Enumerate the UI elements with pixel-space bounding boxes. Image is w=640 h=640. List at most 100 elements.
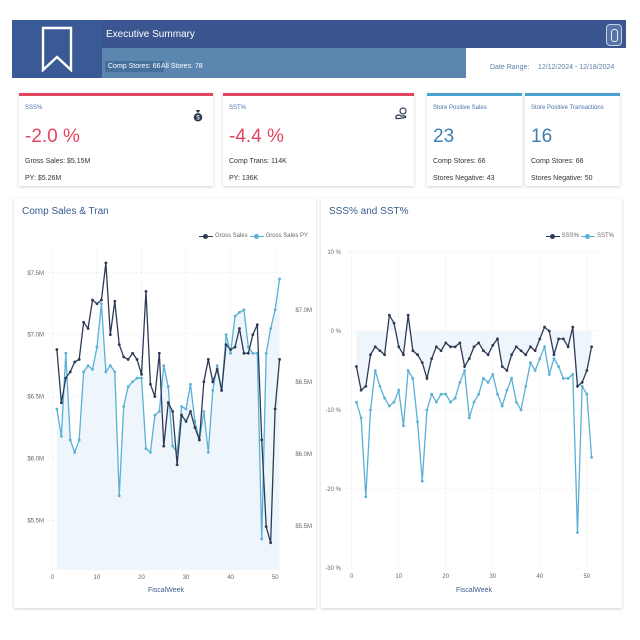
data-point bbox=[439, 349, 443, 353]
data-point bbox=[566, 345, 570, 349]
legend-label: Gross Sales bbox=[214, 233, 248, 239]
kpi-detail-2: Stores Negative: 50 bbox=[531, 175, 593, 182]
data-point bbox=[444, 392, 448, 396]
y-tick-label: 10 % bbox=[327, 250, 341, 256]
data-point bbox=[463, 365, 466, 368]
data-point bbox=[402, 424, 405, 428]
data-point bbox=[529, 345, 532, 349]
data-point bbox=[543, 325, 546, 329]
series-area bbox=[356, 315, 592, 391]
data-point bbox=[193, 419, 197, 423]
data-point bbox=[171, 444, 175, 448]
data-point bbox=[500, 365, 504, 368]
y2-tick-label: $5.5M bbox=[295, 524, 312, 530]
data-point bbox=[505, 369, 509, 372]
data-point bbox=[392, 321, 396, 325]
data-point bbox=[547, 373, 551, 376]
data-point bbox=[491, 343, 495, 347]
all-stores-filter[interactable]: All Stores: 78 bbox=[161, 63, 203, 70]
data-point bbox=[251, 351, 255, 355]
data-point bbox=[229, 348, 232, 351]
data-point bbox=[387, 404, 391, 408]
comp-stores-filter[interactable]: Comp Stores: 66 bbox=[105, 61, 164, 72]
y-tick-label: $5.5M bbox=[27, 518, 44, 524]
x-tick-label: 20 bbox=[138, 575, 145, 581]
data-point bbox=[514, 345, 518, 349]
y-tick-label: -20 % bbox=[325, 487, 341, 493]
kpi-name: Store Positive Sales bbox=[433, 105, 487, 111]
data-point bbox=[55, 407, 59, 411]
data-point bbox=[482, 349, 485, 353]
data-point bbox=[482, 377, 485, 380]
y2-tick-label: $6.5M bbox=[295, 380, 312, 386]
data-point bbox=[184, 419, 188, 423]
data-point bbox=[364, 495, 368, 499]
data-point bbox=[411, 377, 415, 380]
y-tick-label: $7.5M bbox=[27, 271, 44, 277]
data-point bbox=[117, 343, 121, 346]
data-point bbox=[77, 358, 81, 361]
data-point bbox=[202, 410, 206, 413]
data-point bbox=[251, 333, 255, 337]
data-point bbox=[411, 349, 415, 353]
data-point bbox=[180, 405, 183, 408]
data-point bbox=[233, 345, 237, 349]
data-point bbox=[472, 400, 476, 404]
kpi-card-positive-sales: Store Positive Sales 23 Comp Stores: 66 … bbox=[427, 93, 522, 186]
data-point bbox=[144, 447, 148, 451]
data-point bbox=[369, 353, 372, 357]
data-point bbox=[86, 327, 90, 330]
kpi-name: SST% bbox=[229, 105, 247, 111]
kpi-card-sst: SST% -4.4 % Comp Trans: 114K PY: 136K bbox=[223, 93, 414, 186]
kpi-card-sss: SSS% $ -2.0 % Gross Sales: $5.15M PY: $5… bbox=[19, 93, 213, 186]
data-point bbox=[64, 351, 68, 355]
data-point bbox=[416, 353, 419, 357]
data-point bbox=[519, 408, 523, 412]
data-point bbox=[538, 337, 542, 341]
data-point bbox=[557, 365, 561, 368]
data-point bbox=[220, 389, 224, 392]
user-menu-icon[interactable] bbox=[606, 24, 622, 46]
data-point bbox=[472, 345, 476, 349]
data-point bbox=[477, 341, 481, 345]
data-point bbox=[425, 377, 429, 380]
kpi-detail-1: Comp Trans: 114K bbox=[229, 158, 287, 165]
data-point bbox=[68, 438, 72, 442]
money-bag-icon: $ bbox=[193, 110, 203, 122]
data-point bbox=[430, 392, 434, 396]
data-point bbox=[397, 388, 401, 392]
kpi-card-positive-transactions: Store Positive Transactions 16 Comp Stor… bbox=[525, 93, 620, 186]
data-point bbox=[189, 410, 192, 413]
data-point bbox=[238, 311, 241, 314]
data-point bbox=[561, 337, 565, 341]
data-point bbox=[171, 410, 175, 413]
data-point bbox=[215, 367, 219, 371]
data-point bbox=[359, 416, 363, 420]
data-point bbox=[255, 323, 259, 327]
data-point bbox=[533, 369, 537, 372]
data-point bbox=[144, 289, 148, 293]
y-tick-label: 0 % bbox=[331, 329, 342, 335]
data-point bbox=[278, 277, 281, 281]
data-point bbox=[162, 444, 166, 448]
data-point bbox=[238, 327, 241, 330]
comp-sales-chart: $5.5M $6.0M $6.5M $7.0M $7.5M $5.5M $6.0M $6.5M… bbox=[27, 248, 312, 594]
data-point bbox=[206, 358, 210, 361]
data-point bbox=[126, 385, 130, 389]
data-point bbox=[229, 351, 232, 355]
data-point bbox=[467, 357, 471, 361]
legend-swatch bbox=[545, 232, 560, 240]
date-range-value[interactable]: 12/12/2024 - 12/18/2024 bbox=[538, 64, 615, 71]
legend-swatch bbox=[580, 232, 595, 240]
bookmark-icon bbox=[41, 26, 73, 72]
header-bar bbox=[102, 20, 626, 48]
data-point bbox=[117, 494, 121, 498]
data-point bbox=[580, 384, 584, 388]
data-point bbox=[149, 450, 152, 454]
x-tick-label: 10 bbox=[94, 575, 101, 581]
data-point bbox=[157, 351, 161, 355]
data-point bbox=[378, 349, 382, 353]
data-point bbox=[149, 382, 152, 386]
data-point bbox=[242, 351, 246, 355]
hand-coin-icon bbox=[395, 107, 407, 120]
